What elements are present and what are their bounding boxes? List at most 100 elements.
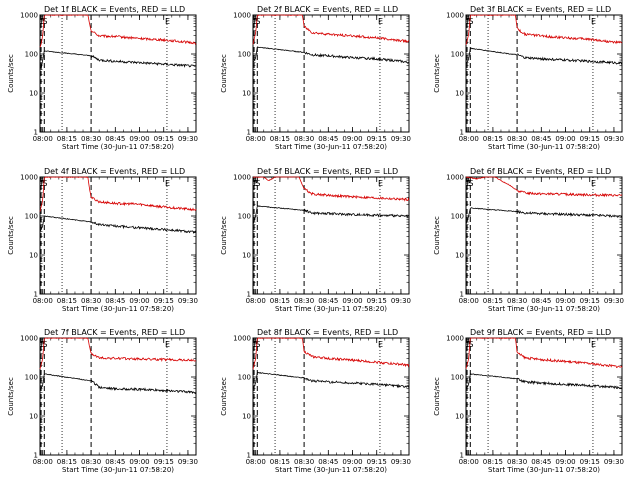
x-tick-label: 08:45 xyxy=(105,458,125,466)
marker-letter: S xyxy=(42,179,47,188)
series-events-line xyxy=(465,207,623,225)
y-tick-label: 1 xyxy=(460,452,464,460)
panel-title: Det 1f BLACK = Events, RED = LLD xyxy=(44,5,185,14)
x-tick-label: 08:15 xyxy=(483,297,503,305)
y-tick-label: 1 xyxy=(460,291,464,299)
x-tick-label: 08:00 xyxy=(459,135,479,143)
series-events-line xyxy=(39,50,197,70)
y-tick-label: 10 xyxy=(455,90,464,98)
series-events-line xyxy=(39,215,197,234)
x-tick-label: 08:30 xyxy=(507,458,527,466)
marker-letter: E xyxy=(591,179,596,188)
x-tick-label: 09:15 xyxy=(154,135,174,143)
x-tick-label: 08:30 xyxy=(294,297,314,305)
x-tick-label: 09:30 xyxy=(391,297,411,305)
y-tick-label: 1000 xyxy=(233,335,251,343)
marker-letter: S xyxy=(255,179,260,188)
y-tick-label: 1000 xyxy=(233,12,251,20)
y-tick-label: 1 xyxy=(34,452,38,460)
panel-title: Det 2f BLACK = Events, RED = LLD xyxy=(257,5,398,14)
x-tick-label: 08:15 xyxy=(270,297,290,305)
plot-frame xyxy=(39,337,197,456)
plot-frame xyxy=(252,337,410,456)
series-events-line xyxy=(252,46,410,64)
y-tick-label: 1000 xyxy=(446,335,464,343)
marker-letter: E xyxy=(254,17,259,26)
series-events-line xyxy=(39,373,197,395)
panel-title: Det 9f BLACK = Events, RED = LLD xyxy=(470,328,611,337)
x-tick-label: 08:15 xyxy=(270,135,290,143)
x-tick-label: 09:00 xyxy=(555,458,575,466)
x-tick-label: 08:30 xyxy=(294,458,314,466)
marker-letter: S xyxy=(42,340,47,349)
x-tick-label: 09:00 xyxy=(342,135,362,143)
y-tick-label: 10 xyxy=(29,252,38,260)
marker-letter: S xyxy=(255,340,260,349)
plot-frame xyxy=(465,14,623,133)
x-tick-label: 09:30 xyxy=(178,135,198,143)
x-tick-label: 08:00 xyxy=(459,297,479,305)
plot-frame xyxy=(465,337,623,456)
marker-letter: E xyxy=(41,179,46,188)
marker-letter: E xyxy=(41,17,46,26)
x-tick-label: 08:45 xyxy=(105,135,125,143)
x-axis-label: Start Time (30-Jun-11 07:58:20) xyxy=(488,143,600,151)
x-tick-label: 08:45 xyxy=(531,297,551,305)
y-axis-label: Counts/sec xyxy=(220,216,228,255)
x-tick-label: 08:15 xyxy=(270,458,290,466)
y-tick-label: 100 xyxy=(238,213,251,221)
y-axis-label: Counts/sec xyxy=(7,216,15,255)
x-axis-label: Start Time (30-Jun-11 07:58:20) xyxy=(488,305,600,313)
panel-9: Det 9f BLACK = Events, RED = LLD 1 10 100 10… xyxy=(433,328,624,474)
series-lld-line xyxy=(39,14,197,48)
y-axis-label: Counts/sec xyxy=(7,54,15,93)
marker-letter: S xyxy=(468,340,473,349)
marker-letter: S xyxy=(468,17,473,26)
series-lld-line xyxy=(39,176,197,212)
x-tick-label: 08:45 xyxy=(531,458,551,466)
plot-frame xyxy=(252,14,410,133)
panel-title: Det 5f BLACK = Events, RED = LLD xyxy=(257,167,398,176)
y-axis-label: Counts/sec xyxy=(220,54,228,93)
x-tick-label: 08:45 xyxy=(105,297,125,305)
series-lld-line xyxy=(465,337,623,369)
y-tick-label: 1000 xyxy=(446,12,464,20)
y-tick-label: 1000 xyxy=(20,174,38,182)
y-axis-label: Counts/sec xyxy=(433,216,441,255)
marker-letter: E xyxy=(41,340,46,349)
series-events-line xyxy=(465,373,622,390)
x-tick-label: 08:00 xyxy=(33,135,53,143)
x-tick-label: 09:00 xyxy=(129,135,149,143)
series-events-line xyxy=(465,47,623,65)
x-tick-label: 08:30 xyxy=(507,297,527,305)
y-tick-label: 100 xyxy=(238,51,251,59)
x-tick-label: 09:30 xyxy=(604,135,624,143)
series-lld-line xyxy=(253,176,410,202)
series-events-line xyxy=(252,371,410,390)
x-tick-label: 09:00 xyxy=(555,135,575,143)
marker-letter: E xyxy=(378,17,383,26)
panel-title: Det 8f BLACK = Events, RED = LLD xyxy=(257,328,398,337)
y-tick-label: 10 xyxy=(242,252,251,260)
x-tick-label: 08:15 xyxy=(57,135,77,143)
x-tick-label: 09:15 xyxy=(154,297,174,305)
y-tick-label: 100 xyxy=(25,213,38,221)
y-tick-label: 100 xyxy=(451,51,464,59)
y-tick-label: 10 xyxy=(242,413,251,421)
y-tick-label: 10 xyxy=(29,413,38,421)
x-axis-label: Start Time (30-Jun-11 07:58:20) xyxy=(275,143,387,151)
y-tick-label: 1000 xyxy=(233,174,251,182)
series-lld-line xyxy=(465,176,623,198)
x-tick-label: 09:15 xyxy=(580,135,600,143)
y-tick-label: 1 xyxy=(247,129,251,137)
panel-1: Det 1f BLACK = Events, RED = LLD 1 10 100 10… xyxy=(7,5,198,151)
x-tick-label: 08:30 xyxy=(81,297,101,305)
y-tick-label: 1000 xyxy=(20,335,38,343)
x-axis-label: Start Time (30-Jun-11 07:58:20) xyxy=(488,466,600,474)
x-tick-label: 08:00 xyxy=(33,297,53,305)
series-lld-line xyxy=(39,337,197,370)
x-tick-label: 09:00 xyxy=(129,297,149,305)
series-events-line xyxy=(252,205,410,226)
x-tick-label: 09:15 xyxy=(367,135,387,143)
marker-letter: E xyxy=(591,340,596,349)
